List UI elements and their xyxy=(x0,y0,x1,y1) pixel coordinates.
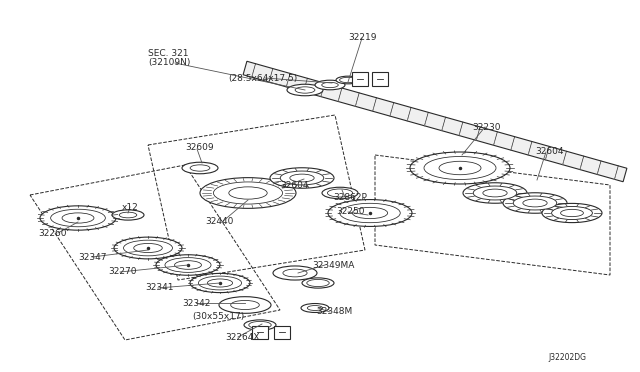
Polygon shape xyxy=(243,61,627,182)
Ellipse shape xyxy=(503,193,567,213)
Ellipse shape xyxy=(229,187,268,199)
Ellipse shape xyxy=(175,261,202,269)
Ellipse shape xyxy=(112,210,144,220)
Ellipse shape xyxy=(270,168,334,188)
Ellipse shape xyxy=(114,237,182,259)
Ellipse shape xyxy=(230,301,259,310)
Text: 32862P: 32862P xyxy=(333,192,367,202)
Ellipse shape xyxy=(40,206,116,230)
Ellipse shape xyxy=(219,297,271,313)
Text: 32260: 32260 xyxy=(38,228,67,237)
Ellipse shape xyxy=(290,174,314,182)
Ellipse shape xyxy=(156,255,220,275)
Ellipse shape xyxy=(283,269,307,277)
Text: J32202DG: J32202DG xyxy=(548,353,586,362)
Ellipse shape xyxy=(280,171,324,185)
Text: 32342: 32342 xyxy=(182,298,211,308)
Text: 32349MA: 32349MA xyxy=(312,260,355,269)
Text: 32440: 32440 xyxy=(205,218,234,227)
Text: 32341: 32341 xyxy=(145,283,173,292)
Ellipse shape xyxy=(249,321,271,328)
Ellipse shape xyxy=(134,243,163,253)
Ellipse shape xyxy=(307,279,329,286)
Ellipse shape xyxy=(561,209,584,217)
Text: 32219: 32219 xyxy=(348,33,376,42)
Text: 32348M: 32348M xyxy=(316,308,352,317)
Ellipse shape xyxy=(315,80,345,90)
Ellipse shape xyxy=(62,213,94,223)
Ellipse shape xyxy=(124,240,173,256)
Ellipse shape xyxy=(119,212,137,218)
Ellipse shape xyxy=(190,273,250,293)
Ellipse shape xyxy=(473,186,516,200)
Bar xyxy=(352,72,368,86)
Ellipse shape xyxy=(542,203,602,222)
Text: 32347: 32347 xyxy=(78,253,106,262)
Text: 32604: 32604 xyxy=(280,180,308,189)
Ellipse shape xyxy=(523,199,547,207)
Ellipse shape xyxy=(552,206,593,219)
Text: (32109N): (32109N) xyxy=(148,58,190,67)
Text: x12: x12 xyxy=(122,202,139,212)
Ellipse shape xyxy=(513,196,557,210)
Ellipse shape xyxy=(340,203,400,223)
Ellipse shape xyxy=(336,76,360,84)
Bar xyxy=(274,326,290,339)
Bar xyxy=(372,72,388,86)
Text: 32604: 32604 xyxy=(535,148,563,157)
Ellipse shape xyxy=(190,165,210,171)
Ellipse shape xyxy=(322,82,339,88)
Text: SEC. 321: SEC. 321 xyxy=(148,48,189,58)
Ellipse shape xyxy=(301,304,329,312)
Text: 32609: 32609 xyxy=(185,142,214,151)
Ellipse shape xyxy=(439,161,481,175)
Text: 32264X: 32264X xyxy=(225,333,259,341)
Text: (28.5x64x17.5): (28.5x64x17.5) xyxy=(228,74,297,83)
Ellipse shape xyxy=(244,320,276,330)
Ellipse shape xyxy=(328,189,353,197)
Ellipse shape xyxy=(483,189,507,197)
Ellipse shape xyxy=(200,178,296,208)
Text: 32230: 32230 xyxy=(472,122,500,131)
Ellipse shape xyxy=(328,199,412,227)
Ellipse shape xyxy=(302,278,334,288)
Ellipse shape xyxy=(182,162,218,174)
Ellipse shape xyxy=(287,84,323,96)
Ellipse shape xyxy=(307,305,323,311)
Ellipse shape xyxy=(214,182,283,204)
Ellipse shape xyxy=(353,207,388,219)
Ellipse shape xyxy=(424,157,496,180)
Ellipse shape xyxy=(295,87,315,93)
Ellipse shape xyxy=(410,152,510,184)
Ellipse shape xyxy=(463,183,527,203)
Ellipse shape xyxy=(165,258,211,272)
Bar xyxy=(252,326,268,339)
Ellipse shape xyxy=(207,279,232,287)
Ellipse shape xyxy=(340,77,356,83)
Ellipse shape xyxy=(51,209,106,227)
Text: (30x55x17): (30x55x17) xyxy=(192,312,244,321)
Ellipse shape xyxy=(273,266,317,280)
Text: 32250: 32250 xyxy=(336,208,365,217)
Ellipse shape xyxy=(322,187,358,199)
Text: 32270: 32270 xyxy=(108,267,136,276)
Ellipse shape xyxy=(198,276,242,290)
